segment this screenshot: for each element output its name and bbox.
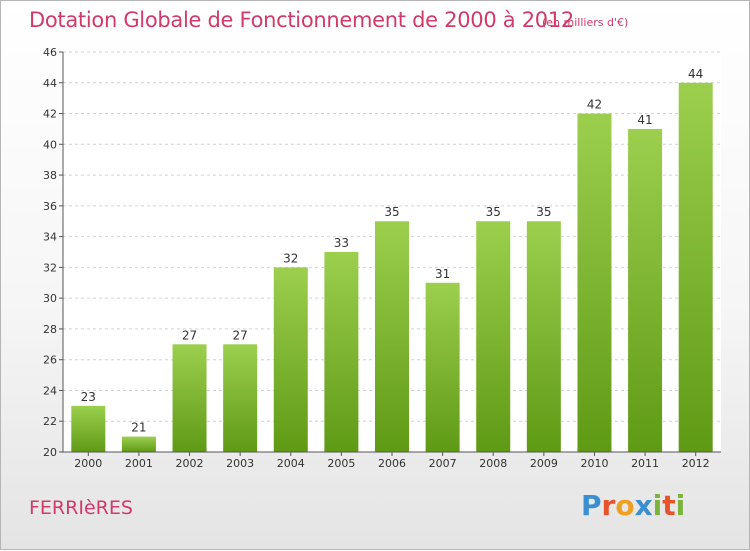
- x-tick-label: 2002: [176, 457, 204, 470]
- y-tick-label: 42: [43, 108, 57, 121]
- y-tick-label: 24: [43, 384, 57, 397]
- x-tick-label: 2006: [378, 457, 406, 470]
- data-label: 21: [131, 421, 146, 435]
- data-label: 35: [486, 205, 501, 219]
- bar: [375, 221, 409, 452]
- x-tick-label: 2004: [277, 457, 305, 470]
- bar: [526, 221, 561, 452]
- proxiti-logo: Proxiti: [581, 489, 685, 522]
- logo-letter: P: [581, 489, 602, 522]
- y-tick-label: 30: [43, 292, 57, 305]
- data-label: 42: [587, 98, 602, 112]
- x-tick-label: 2007: [429, 457, 457, 470]
- bar: [678, 82, 713, 453]
- y-tick-label: 44: [43, 77, 57, 90]
- x-tick-label: 2008: [479, 457, 507, 470]
- bar: [324, 252, 359, 452]
- y-tick-label: 28: [43, 323, 57, 336]
- bar: [476, 221, 511, 452]
- bar: [628, 128, 663, 452]
- y-tick-label: 26: [43, 354, 57, 367]
- data-label: 31: [435, 267, 450, 281]
- data-label: 27: [182, 328, 197, 342]
- logo-letter: x: [634, 489, 653, 522]
- y-tick-label: 38: [43, 169, 57, 182]
- data-label: 44: [688, 67, 703, 81]
- logo-letter: r: [601, 489, 616, 522]
- x-tick-label: 2011: [631, 457, 659, 470]
- data-label: 32: [283, 251, 298, 265]
- bar: [71, 405, 106, 452]
- x-tick-label: 2012: [682, 457, 710, 470]
- data-label: 41: [637, 113, 652, 127]
- x-tick-label: 2003: [226, 457, 254, 470]
- logo-letter: t: [662, 489, 676, 522]
- y-tick-label: 46: [43, 46, 57, 59]
- logo-letter: i: [675, 489, 686, 522]
- bar: [425, 282, 460, 452]
- data-label: 33: [334, 236, 349, 250]
- x-tick-label: 2005: [327, 457, 355, 470]
- y-tick-label: 40: [43, 138, 57, 151]
- chart-subtitle: (en milliers d'€): [542, 16, 629, 29]
- x-tick-label: 2000: [74, 457, 102, 470]
- y-tick-label: 32: [43, 261, 57, 274]
- bar: [172, 344, 207, 452]
- data-label: 27: [233, 328, 248, 342]
- logo-letter: i: [652, 489, 663, 522]
- y-tick-label: 34: [43, 231, 57, 244]
- x-tick-label: 2010: [580, 457, 608, 470]
- logo-letter: o: [615, 489, 635, 522]
- chart-title: Dotation Globale de Fonctionnement de 20…: [29, 8, 574, 32]
- data-label: 35: [384, 205, 399, 219]
- x-tick-label: 2009: [530, 457, 558, 470]
- data-label: 35: [536, 205, 551, 219]
- data-label: 23: [81, 390, 96, 404]
- bar: [223, 344, 258, 452]
- bar: [273, 267, 308, 452]
- y-tick-label: 36: [43, 200, 57, 213]
- commune-name: FERRIèRES: [29, 497, 133, 519]
- bar: [121, 436, 156, 452]
- y-tick-label: 20: [43, 446, 57, 459]
- bar: [577, 113, 612, 453]
- x-tick-label: 2001: [125, 457, 153, 470]
- y-tick-label: 22: [43, 415, 57, 428]
